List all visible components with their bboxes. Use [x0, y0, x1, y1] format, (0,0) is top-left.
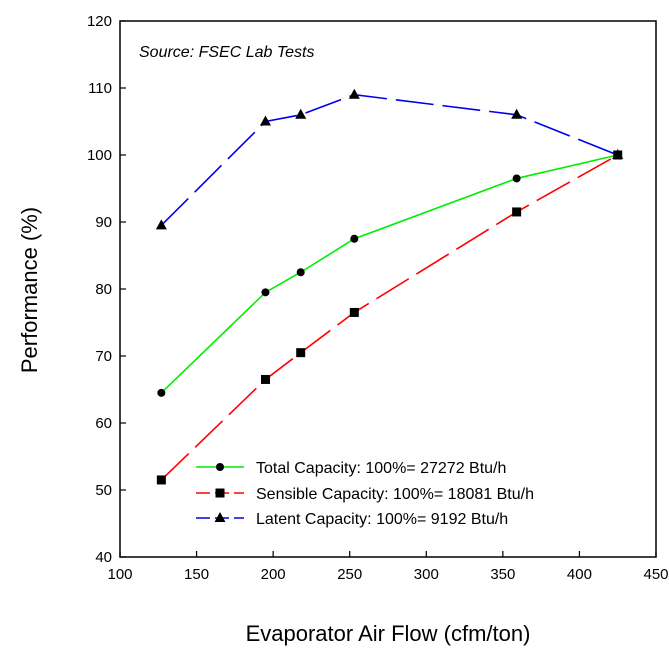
- series-3-point: [259, 115, 271, 126]
- y-tick-label: 40: [95, 549, 112, 566]
- x-tick-label: 100: [107, 566, 132, 583]
- y-tick-label: 110: [88, 80, 112, 97]
- series-3-point: [511, 108, 523, 119]
- y-tick-label: 80: [95, 281, 112, 298]
- y-tick-label: 120: [87, 13, 112, 30]
- legend-label-1: Total Capacity: 100%= 27272 Btu/h: [256, 460, 506, 477]
- y-axis-title: Performance (%): [17, 207, 42, 373]
- legend: Total Capacity: 100%= 27272 Btu/h Sensibl…: [196, 460, 534, 528]
- series-1-point: [350, 234, 359, 243]
- x-axis-title: Evaporator Air Flow (cfm/ton): [246, 621, 531, 646]
- series-1-point: [296, 268, 305, 277]
- series-line-1: [160, 154, 618, 394]
- plot-markers: [155, 88, 624, 485]
- plot-lines: [160, 93, 619, 481]
- y-axis-ticks: 40 50 60 70 80 90 100 110 120: [87, 13, 126, 566]
- y-tick-label: 60: [95, 415, 112, 432]
- x-tick-label: 250: [337, 566, 362, 583]
- source-annotation: Source: FSEC Lab Tests: [139, 44, 315, 61]
- series-2-point: [296, 348, 306, 358]
- x-tick-label: 400: [567, 566, 592, 583]
- legend-label-2: Sensible Capacity: 100%= 18081 Btu/h: [256, 486, 534, 503]
- y-tick-label: 50: [95, 482, 112, 499]
- x-tick-label: 450: [643, 566, 668, 583]
- x-tick-label: 200: [261, 566, 286, 583]
- series-2-point: [156, 475, 166, 485]
- y-tick-label: 90: [95, 214, 112, 231]
- series-line-3: [160, 93, 619, 226]
- series-3-point: [295, 108, 307, 119]
- series-2-point: [349, 307, 359, 317]
- series-1-point: [512, 174, 521, 183]
- series-1-point: [261, 288, 270, 297]
- x-tick-label: 300: [414, 566, 439, 583]
- x-axis-ticks: 100 150 200 250 300 350 400 450: [107, 551, 669, 583]
- series-2-point: [512, 207, 522, 217]
- y-tick-label: 70: [95, 348, 112, 365]
- series-line-2: [160, 154, 619, 481]
- series-3-point: [612, 149, 624, 159]
- x-tick-label: 150: [184, 566, 209, 583]
- legend-marker-2: [215, 488, 225, 498]
- x-tick-label: 350: [490, 566, 515, 583]
- legend-marker-3: [214, 512, 226, 522]
- legend-marker-1: [216, 463, 224, 471]
- y-tick-label: 100: [87, 147, 112, 164]
- series-3-point: [155, 219, 167, 230]
- series-3-point: [348, 88, 360, 99]
- legend-label-3: Latent Capacity: 100%= 9192 Btu/h: [256, 511, 508, 528]
- series-1-point: [157, 388, 166, 397]
- series-2-point: [260, 374, 270, 384]
